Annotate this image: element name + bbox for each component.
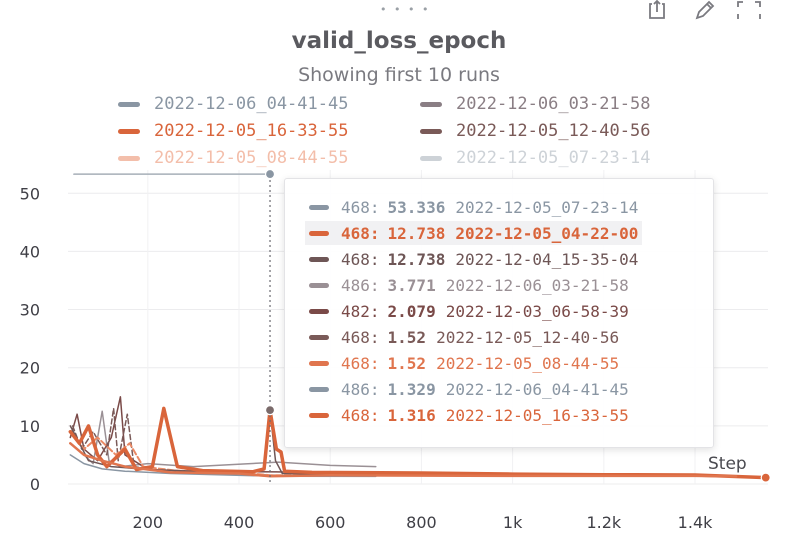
tooltip-step: 468: xyxy=(341,405,380,425)
tooltip-row: 468: 12.738 2022-12-04_15-35-04 xyxy=(309,247,638,271)
tooltip-run-name: 2022-12-06_03-21-58 xyxy=(445,275,629,295)
y-tick-label: 50 xyxy=(20,184,40,203)
x-axis-label: Step xyxy=(708,454,747,474)
x-tick-label: 400 xyxy=(224,513,255,532)
drag-handle-icon[interactable]: • • • • xyxy=(380,3,431,16)
tooltip-value: 12.738 xyxy=(387,223,446,243)
x-tick-label: 1k xyxy=(503,513,523,532)
x-tick-label: 600 xyxy=(315,513,346,532)
tooltip-row: 468: 1.52 2022-12-05_08-44-55 xyxy=(309,351,619,375)
legend-swatch xyxy=(118,155,140,161)
tooltip-swatch xyxy=(309,386,329,392)
series-line xyxy=(69,442,738,478)
export-icon[interactable] xyxy=(646,0,668,20)
legend-item[interactable]: 2022-12-05_08-44-55 xyxy=(118,146,348,170)
tooltip-row: 482: 2.079 2022-12-03_06-58-39 xyxy=(309,299,629,323)
tooltip-value: 1.329 xyxy=(387,379,436,399)
tooltip-row: 468: 1.52 2022-12-05_12-40-56 xyxy=(309,325,619,349)
legend-label: 2022-12-06_04-41-45 xyxy=(154,94,349,114)
x-tick-label: 200 xyxy=(133,513,164,532)
tooltip-value: 1.52 xyxy=(387,353,427,373)
tooltip-row: 468: 1.316 2022-12-05_16-33-55 xyxy=(309,403,629,427)
tooltip-row: 468: 53.336 2022-12-05_07-23-14 xyxy=(309,195,638,219)
x-tick-label: 800 xyxy=(406,513,437,532)
legend-swatch xyxy=(118,101,140,107)
y-tick-label: 30 xyxy=(20,301,40,320)
legend-label: 2022-12-05_16-33-55 xyxy=(154,121,349,141)
hover-point-marker xyxy=(264,405,276,416)
tooltip-row: 468: 12.738 2022-12-05_04-22-00 xyxy=(305,221,643,245)
hover-point-marker xyxy=(264,168,276,180)
tooltip-value: 53.336 xyxy=(387,197,446,217)
tooltip-swatch xyxy=(309,204,329,210)
tooltip-run-name: 2022-12-03_06-58-39 xyxy=(445,301,629,321)
tooltip-row: 486: 3.771 2022-12-06_03-21-58 xyxy=(309,273,629,297)
panel-toolbar: • • • • xyxy=(0,0,798,22)
tooltip-swatch xyxy=(309,308,329,314)
tooltip-value: 1.52 xyxy=(387,327,427,347)
tooltip-step: 486: xyxy=(341,379,380,399)
tooltip-run-name: 2022-12-05_08-44-55 xyxy=(436,353,620,373)
tooltip-step: 468: xyxy=(341,197,380,217)
tooltip-row: 486: 1.329 2022-12-06_04-41-45 xyxy=(309,377,629,401)
tooltip-swatch xyxy=(309,412,329,418)
legend-swatch xyxy=(420,155,442,161)
tooltip-swatch xyxy=(309,230,329,236)
legend-swatch xyxy=(420,101,442,107)
tooltip-value: 12.738 xyxy=(387,249,446,269)
legend-swatch xyxy=(420,128,442,134)
y-tick-label: 40 xyxy=(20,242,40,261)
tooltip-step: 486: xyxy=(341,275,380,295)
tooltip-swatch xyxy=(309,282,329,288)
y-tick-label: 0 xyxy=(30,475,40,494)
tooltip-step: 468: xyxy=(341,327,380,347)
tooltip-step: 482: xyxy=(341,301,380,321)
tooltip-swatch xyxy=(309,256,329,262)
y-tick-label: 20 xyxy=(20,359,40,378)
tooltip-value: 2.079 xyxy=(387,301,436,321)
hover-tooltip: 468: 53.336 2022-12-05_07-23-14 468: 12.738 2… xyxy=(284,178,714,448)
x-tick-label: 1.2k xyxy=(586,513,621,532)
tooltip-swatch xyxy=(309,334,329,340)
tooltip-run-name: 2022-12-05_16-33-55 xyxy=(445,405,629,425)
legend-swatch xyxy=(118,128,140,134)
tooltip-run-name: 2022-12-05_04-22-00 xyxy=(455,223,639,243)
x-tick-label: 1.4k xyxy=(678,513,713,532)
edit-pencil-icon[interactable] xyxy=(694,0,716,20)
tooltip-step: 468: xyxy=(341,223,380,243)
tooltip-step: 468: xyxy=(341,353,380,373)
tooltip-run-name: 2022-12-04_15-35-04 xyxy=(455,249,639,269)
tooltip-value: 3.771 xyxy=(387,275,436,295)
tooltip-run-name: 2022-12-05_12-40-56 xyxy=(436,327,620,347)
legend-item[interactable]: 2022-12-06_04-41-45 xyxy=(118,92,348,116)
chart-title: valid_loss_epoch xyxy=(291,28,507,54)
series-line xyxy=(68,406,768,480)
legend-label: 2022-12-05_08-44-55 xyxy=(154,148,349,168)
hover-point-marker xyxy=(760,472,771,483)
legend-item[interactable]: 2022-12-05_16-33-55 xyxy=(118,119,348,143)
tooltip-swatch xyxy=(309,360,329,366)
chart-subtitle: Showing first 10 runs xyxy=(298,64,500,86)
legend-item[interactable]: 2022-12-05_07-23-14 xyxy=(420,146,650,170)
legend-item[interactable]: 2022-12-06_03-21-58 xyxy=(420,92,650,116)
fullscreen-icon[interactable] xyxy=(736,0,761,20)
legend-label: 2022-12-05_12-40-56 xyxy=(456,121,651,141)
legend-label: 2022-12-05_07-23-14 xyxy=(456,148,651,168)
tooltip-run-name: 2022-12-06_04-41-45 xyxy=(445,379,629,399)
y-tick-label: 10 xyxy=(20,417,40,436)
tooltip-run-name: 2022-12-05_07-23-14 xyxy=(455,197,639,217)
tooltip-step: 468: xyxy=(341,249,380,269)
legend-item[interactable]: 2022-12-05_12-40-56 xyxy=(420,119,650,143)
tooltip-value: 1.316 xyxy=(387,405,436,425)
legend-label: 2022-12-06_03-21-58 xyxy=(456,94,651,114)
